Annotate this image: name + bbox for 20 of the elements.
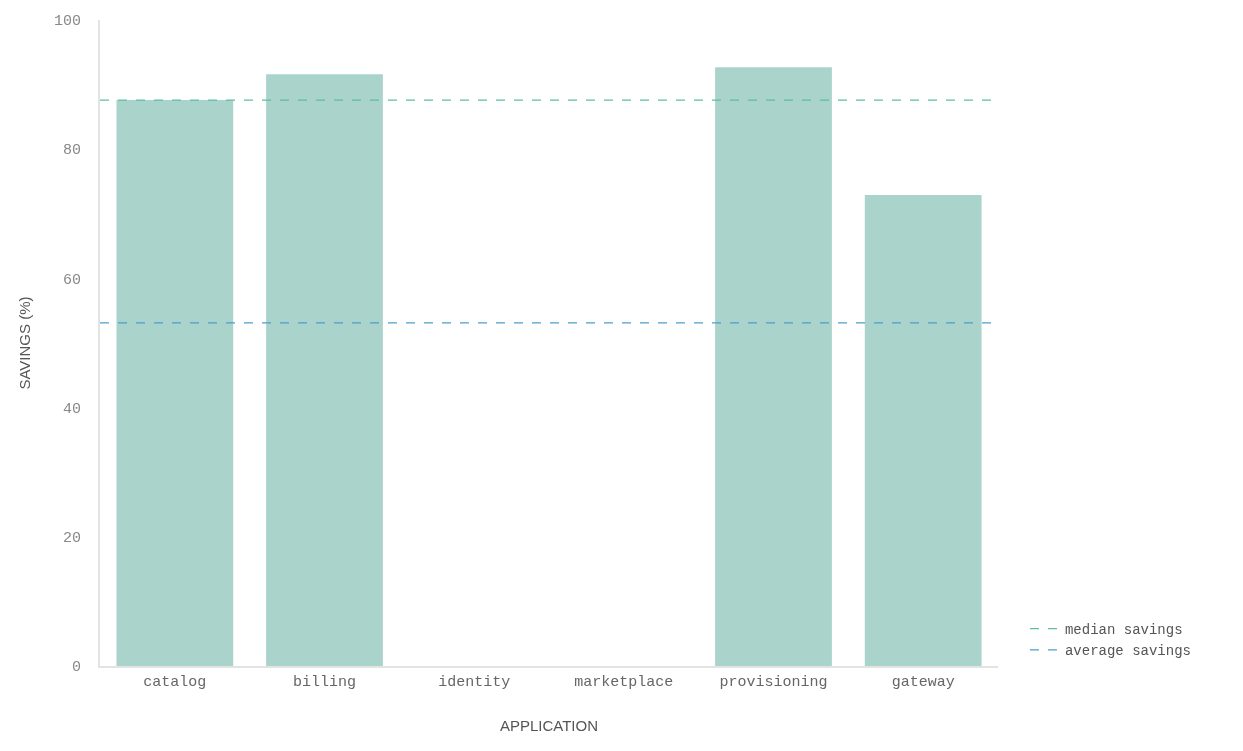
x-tick-label: billing bbox=[292, 674, 357, 691]
y-tick-label: 60 bbox=[62, 271, 81, 289]
bar bbox=[715, 67, 832, 666]
x-tick-label: catalog bbox=[143, 674, 207, 691]
x-tick-label: gateway bbox=[891, 674, 955, 691]
x-tick-label: marketplace bbox=[574, 674, 674, 691]
y-tick-label: 0 bbox=[71, 659, 81, 677]
y-axis-title: SAVINGS (%) bbox=[15, 296, 33, 390]
bar bbox=[864, 195, 982, 666]
x-tick-label: provisioning bbox=[719, 674, 828, 691]
bar bbox=[266, 74, 383, 666]
y-tick-label: 100 bbox=[53, 13, 81, 31]
y-tick-label: 20 bbox=[62, 530, 81, 548]
y-tick-label: 40 bbox=[62, 400, 81, 418]
legend-label: median savings bbox=[1064, 622, 1183, 639]
legend-label: average savings bbox=[1064, 643, 1191, 660]
y-tick-label: 80 bbox=[62, 142, 81, 160]
bar bbox=[116, 100, 234, 666]
x-axis-title: APPLICATION bbox=[499, 716, 599, 734]
x-tick-label: identity bbox=[438, 674, 511, 691]
